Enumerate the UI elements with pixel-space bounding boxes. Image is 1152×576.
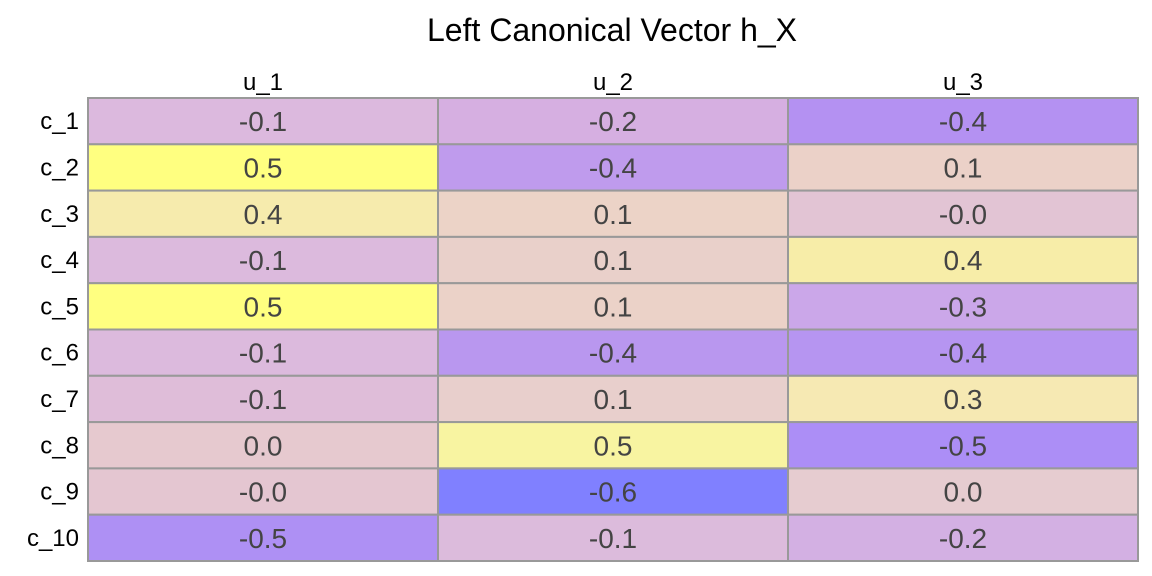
cell-value-c_10-u_1: -0.5 [239, 523, 287, 554]
cell-value-c_7-u_1: -0.1 [239, 384, 287, 415]
cell-bg-c_10-u_1 [87, 513, 439, 563]
cell-bg-c_6-u_1 [87, 328, 439, 377]
cell-value-c_8-u_2: 0.5 [594, 430, 633, 461]
cell-value-c_6-u_1: -0.1 [239, 338, 287, 369]
row-label-c_2: c_2 [40, 154, 79, 181]
cell-bg-c_1-u_1 [87, 97, 439, 146]
row-label-c_10: c_10 [27, 525, 79, 552]
cell-bg-c_7-u_1 [87, 374, 439, 424]
cell-bg-c_8-u_3 [787, 421, 1139, 470]
cell-value-c_5-u_3: -0.3 [939, 291, 987, 322]
cell-value-c_6-u_3: -0.4 [939, 338, 987, 369]
cell-value-c_7-u_2: 0.1 [594, 384, 633, 415]
cell-value-c_3-u_2: 0.1 [594, 199, 633, 230]
row-label-c_5: c_5 [40, 293, 79, 320]
column-label-u_1: u_1 [243, 69, 283, 96]
cell-bg-c_5-u_2 [437, 282, 789, 331]
cell-value-c_1-u_3: -0.4 [939, 106, 987, 137]
cell-value-c_2-u_2: -0.4 [589, 152, 637, 183]
cell-value-c_3-u_1: 0.4 [244, 199, 283, 230]
cell-value-c_7-u_3: 0.3 [944, 384, 983, 415]
cell-value-c_4-u_1: -0.1 [239, 245, 287, 276]
cell-bg-c_4-u_1 [87, 235, 439, 285]
cell-bg-c_6-u_2 [437, 328, 789, 377]
cell-value-c_9-u_1: -0.0 [239, 477, 287, 508]
cell-bg-c_7-u_3 [787, 374, 1139, 424]
table-cells: -0.1 -0.2 -0.4 0.5 -0.4 0.1 0.4 0.1 -0.0 -0.1 0.1 0… [87, 97, 1139, 563]
column-label-u_2: u_2 [593, 69, 633, 96]
row-label-c_3: c_3 [40, 201, 79, 228]
cell-bg-c_6-u_3 [787, 328, 1139, 377]
row-label-c_6: c_6 [40, 340, 79, 367]
cell-value-c_3-u_3: -0.0 [939, 199, 987, 230]
cell-value-c_5-u_1: 0.5 [244, 291, 283, 322]
cell-bg-c_9-u_3 [787, 467, 1139, 516]
cell-bg-c_10-u_3 [787, 513, 1139, 563]
row-label-c_7: c_7 [40, 386, 79, 413]
cell-bg-c_10-u_2 [437, 513, 789, 563]
cell-bg-c_3-u_2 [437, 189, 789, 238]
row-label-c_9: c_9 [40, 479, 79, 506]
cell-bg-c_8-u_1 [87, 421, 439, 470]
row-label-c_1: c_1 [40, 108, 79, 135]
cell-value-c_2-u_3: 0.1 [944, 152, 983, 183]
cell-value-c_1-u_2: -0.2 [589, 106, 637, 137]
cell-bg-c_8-u_2 [437, 421, 789, 470]
cell-value-c_4-u_2: 0.1 [594, 245, 633, 276]
cell-value-c_6-u_2: -0.4 [589, 338, 637, 369]
row-label-c_8: c_8 [40, 432, 79, 459]
cell-value-c_5-u_2: 0.1 [594, 291, 633, 322]
cell-value-c_10-u_2: -0.1 [589, 523, 637, 554]
chart-title: Left Canonical Vector h_X [427, 12, 797, 48]
cell-bg-c_4-u_3 [787, 235, 1139, 285]
column-labels: u_1 u_2 u_3 [243, 69, 983, 96]
cell-value-c_2-u_1: 0.5 [244, 152, 283, 183]
cell-bg-c_2-u_3 [787, 143, 1139, 192]
row-labels: c_1 c_2 c_3 c_4 c_5 c_6 c_7 c_8 c_9 c_10 [27, 108, 79, 552]
cell-value-c_1-u_1: -0.1 [239, 106, 287, 137]
cell-value-c_8-u_1: 0.0 [244, 430, 283, 461]
cell-value-c_9-u_3: 0.0 [944, 477, 983, 508]
column-label-u_3: u_3 [943, 69, 983, 96]
cell-value-c_10-u_3: -0.2 [939, 523, 987, 554]
cell-bg-c_1-u_2 [437, 97, 789, 146]
cell-value-c_9-u_2: -0.6 [589, 477, 637, 508]
cell-value-c_8-u_3: -0.5 [939, 430, 987, 461]
cell-bg-c_7-u_2 [437, 374, 789, 424]
row-label-c_4: c_4 [40, 247, 79, 274]
cell-value-c_4-u_3: 0.4 [944, 245, 983, 276]
